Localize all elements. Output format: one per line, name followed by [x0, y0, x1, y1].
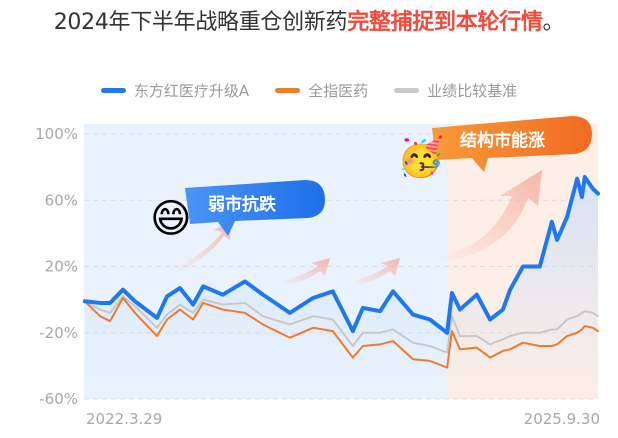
- legend-swatch-orange: [275, 88, 301, 93]
- fund-area-fill: [84, 177, 599, 399]
- legend-swatch-gray: [394, 88, 420, 93]
- y-tick-label: -60%: [39, 390, 78, 408]
- strong-market-callout: 结构市能涨 🥳: [397, 116, 592, 179]
- grin-emoji-icon: 😄: [150, 196, 192, 242]
- legend-swatch-blue: [100, 88, 126, 93]
- arrow-icon: [430, 170, 542, 262]
- y-tick-label: 20%: [45, 258, 78, 276]
- legend-item-benchmark[interactable]: 业绩比较基准: [394, 80, 517, 101]
- legend-label: 业绩比较基准: [427, 82, 518, 100]
- x-tick-label-start: 2022.3.29: [86, 410, 162, 428]
- weak-label: 弱市抗跌: [208, 194, 277, 215]
- party-emoji-icon: 🥳: [397, 134, 444, 179]
- legend-label: 东方红医疗升级A: [133, 82, 250, 100]
- page-title: 2024年下半年战略重仓创新药完整捕捉到本轮行情。: [0, 4, 618, 36]
- weak-bubble: [185, 180, 325, 236]
- strong-label: 结构市能涨: [460, 130, 545, 151]
- chart-legend: 东方红医疗升级A 全指医药 业绩比较基准: [0, 80, 618, 101]
- title-end: 。: [542, 10, 565, 35]
- y-tick-label: -20%: [39, 324, 78, 342]
- legend-item-index[interactable]: 全指医药: [275, 80, 368, 101]
- arrow-icon: [350, 258, 400, 286]
- legend-item-fund[interactable]: 东方红医疗升级A: [100, 80, 250, 101]
- y-tick-label: 60%: [45, 191, 78, 209]
- y-tick-label: 100%: [35, 125, 78, 143]
- weak-market-callout: 弱市抗跌 😄: [150, 180, 325, 242]
- title-highlight: 完整捕捉到本轮行情: [347, 10, 543, 35]
- strong-bubble: [432, 116, 592, 172]
- x-tick-label-end: 2025.9.30: [524, 410, 600, 428]
- title-normal: 2024年下半年战略重仓创新药: [53, 10, 348, 35]
- arrow-icon: [280, 258, 330, 286]
- legend-label: 全指医药: [308, 82, 369, 100]
